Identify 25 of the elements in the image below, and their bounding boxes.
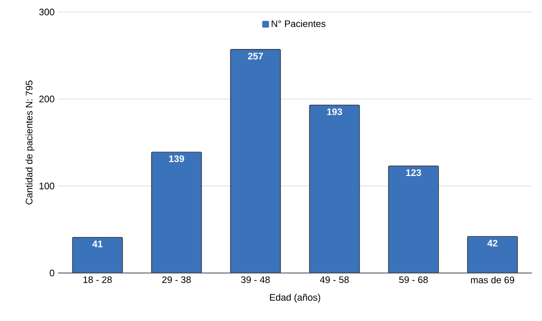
y-tick-label: 300 (39, 8, 54, 16)
x-tick-label: 59 - 68 (399, 276, 428, 284)
x-tick-label: 18 - 28 (83, 276, 112, 284)
x-axis-title: Edad (años) (270, 294, 320, 303)
data-label: 41 (92, 240, 102, 248)
bar (72, 236, 123, 273)
x-tick-label: 39 - 48 (241, 276, 270, 284)
bar (151, 152, 202, 273)
x-tick-label: mas de 69 (471, 276, 514, 284)
x-tick-label: 49 - 58 (320, 276, 349, 284)
data-label: 257 (248, 52, 263, 60)
bar (309, 104, 360, 273)
data-label: 42 (487, 240, 498, 246)
y-axis-title: Cantidad de pacientes N: 795 (26, 80, 34, 204)
data-label: 123 (406, 169, 422, 176)
y-tick-label: 100 (40, 182, 54, 190)
data-label: 193 (327, 108, 342, 116)
data-label: 139 (169, 155, 184, 162)
bar (230, 49, 281, 273)
bar (467, 236, 518, 273)
legend-label: N° Pacientes (272, 20, 326, 28)
x-tick-label: 29 - 38 (162, 276, 191, 284)
bar (388, 166, 439, 273)
y-tick-label: 200 (39, 96, 54, 102)
y-tick-label: 0 (50, 270, 54, 276)
